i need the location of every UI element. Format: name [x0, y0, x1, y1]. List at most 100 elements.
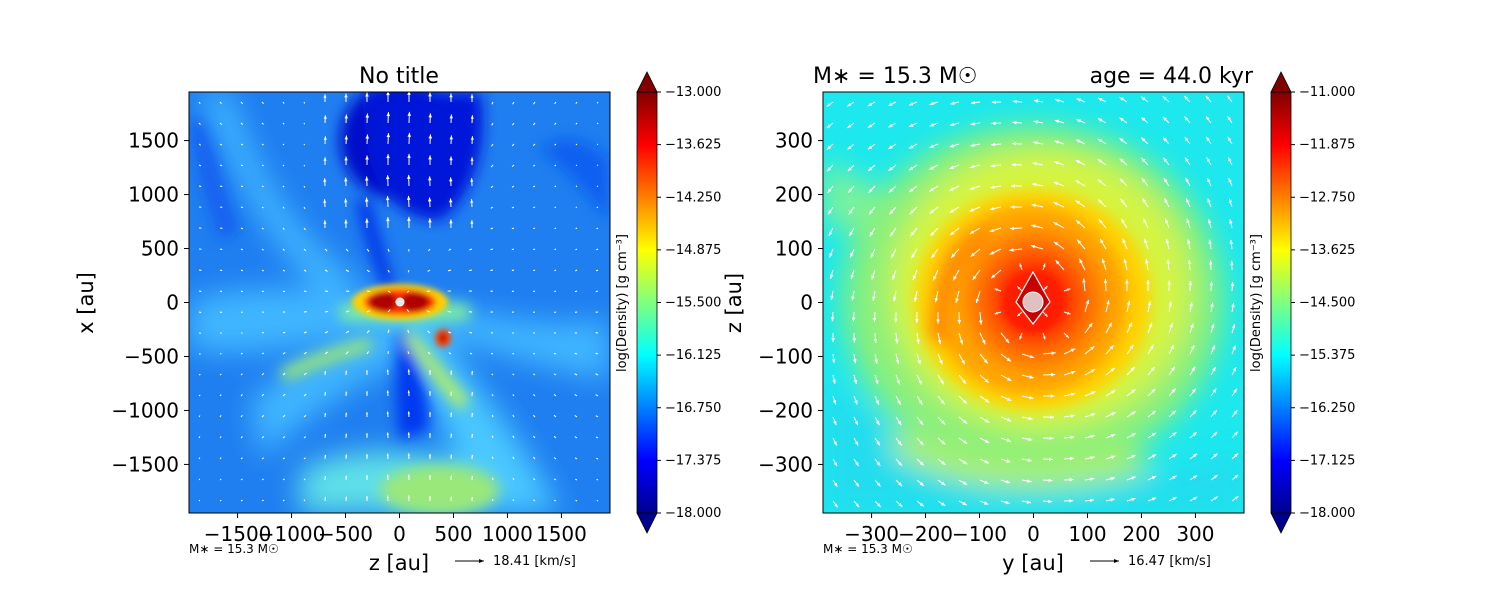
right-velocity-arrow-head — [934, 297, 939, 303]
left-velocity-arrow-head — [241, 394, 243, 396]
right-velocity-arrow-head — [1171, 410, 1177, 415]
right-velocity-arrow-head — [1090, 346, 1095, 351]
right-velocity-arrow-head — [1230, 260, 1234, 265]
right-velocity-arrow-head — [953, 276, 957, 281]
left-velocity-arrow-head — [533, 311, 535, 313]
left-velocity-arrow-head — [512, 144, 514, 147]
left-velocity-arrow-head — [304, 186, 305, 188]
left-velocity-arrow-head — [428, 218, 432, 223]
right-velocity-arrow-head — [957, 320, 962, 325]
right-velocity-arrow-head — [826, 103, 831, 107]
left-velocity-arrow-head — [407, 111, 412, 116]
left-colorbar-tick-label: −18.000 — [665, 506, 721, 521]
right-velocity-arrow-head — [874, 359, 878, 364]
right-velocity-arrow-head — [1172, 454, 1177, 458]
left-velocity-arrow-head — [241, 144, 243, 146]
right-velocity-arrow-head — [855, 503, 860, 508]
left-velocity-arrow-head — [595, 353, 597, 355]
right-velocity-arrow-head — [917, 359, 921, 365]
left-velocity-arrow-head — [533, 186, 535, 187]
left-velocity-arrow-head — [511, 227, 513, 229]
right-velocity-arrow-head — [1030, 244, 1036, 249]
right-velocity-arrow-head — [1032, 162, 1037, 166]
right-velocity-arrow-head — [1131, 433, 1136, 437]
right-velocity-arrow-head — [1089, 498, 1095, 503]
left-velocity-arrow-head — [241, 249, 243, 250]
left-velocity-arrow-head — [533, 332, 535, 334]
right-velocity-arrow-head — [851, 317, 856, 322]
left-velocity-arrow-head — [428, 249, 430, 251]
left-velocity-arrow-head — [241, 102, 243, 104]
left-velocity-arrow-head — [575, 270, 577, 271]
right-velocity-arrow-head — [1019, 336, 1023, 340]
right-velocity-arrow-head — [850, 274, 855, 280]
right-velocity-arrow-head — [848, 188, 853, 193]
left-velocity-arrow-head — [262, 478, 264, 480]
right-velocity-arrow-head — [1172, 432, 1177, 437]
left-velocity-arrow-head — [427, 270, 430, 272]
right-velocity-arrow-head — [1090, 413, 1096, 417]
left-velocity-arrow-head — [241, 291, 243, 292]
left-velocity-arrow-head — [449, 177, 453, 182]
left-velocity-arrow-head — [469, 311, 471, 313]
right-velocity-arrow-head — [1070, 414, 1075, 418]
right-velocity-arrow-head — [892, 275, 896, 280]
left-velocity-arrow-head — [491, 165, 493, 168]
left-velocity-arrow-head — [554, 353, 556, 355]
right-velocity-arrow-head — [984, 418, 990, 423]
right-velocity-arrow-head — [1042, 263, 1046, 267]
right-velocity-arrow-head — [826, 124, 831, 129]
right-velocity-arrow-head — [1109, 345, 1114, 350]
right-velocity-arrow-head — [1053, 241, 1059, 246]
right-velocity-arrow-head — [832, 379, 836, 384]
left-velocity-arrow-head — [407, 132, 412, 137]
left-velocity-arrow-head — [220, 394, 222, 396]
left-velocity-arrow-head — [344, 177, 348, 182]
left-velocity-arrow-head — [324, 412, 327, 415]
right-velocity-arrow-head — [895, 359, 900, 365]
left-velocity-arrow-head — [406, 309, 409, 312]
right-velocity-arrow-head — [940, 400, 945, 405]
left-velocity-arrow-head — [368, 270, 370, 272]
right-velocity-arrow-head — [1098, 199, 1103, 204]
left-velocity-arrow-head — [512, 332, 514, 334]
right-velocity-arrow-head — [919, 502, 924, 507]
right-velocity-arrow-head — [1110, 390, 1116, 394]
left-velocity-arrow-head — [283, 249, 285, 251]
left-velocity-arrow-head — [492, 435, 494, 437]
right-velocity-arrow-head — [959, 340, 964, 345]
left-velocity-arrow-head — [221, 227, 223, 229]
right-velocity-arrow-head — [1185, 177, 1190, 183]
right-velocity-arrow-head — [1142, 198, 1147, 203]
right-x-tick-label: 300 — [1176, 522, 1214, 546]
right-velocity-arrow-head — [1187, 239, 1191, 244]
right-velocity-arrow-head — [1119, 178, 1124, 183]
right-velocity-arrow-head — [908, 166, 914, 171]
left-velocity-arrow-head — [199, 457, 200, 459]
left-velocity-arrow-head — [512, 394, 514, 396]
left-velocity-arrow-head — [533, 165, 535, 167]
left-velocity-arrow-head — [323, 94, 327, 98]
right-velocity-arrow-head — [1230, 281, 1235, 286]
left-x-axis-label: z [au] — [369, 551, 429, 575]
right-velocity-arrow-head — [1207, 218, 1212, 224]
left-velocity-arrow-head — [365, 454, 368, 457]
right-velocity-arrow-head — [830, 295, 834, 301]
right-colorbar-tick-label: −14.500 — [1299, 296, 1355, 311]
left-velocity-arrow-head — [283, 415, 286, 417]
right-colorbar-tick-label: −13.625 — [1299, 243, 1355, 258]
right-velocity-arrow-head — [919, 420, 924, 425]
right-velocity-arrow-head — [941, 502, 946, 506]
right-velocity-arrow-head — [847, 124, 852, 128]
left-velocity-arrow-head — [241, 500, 243, 501]
right-velocity-arrow-head — [1192, 453, 1198, 458]
right-velocity-arrow-head — [1165, 239, 1170, 244]
right-velocity-arrow-head — [915, 318, 919, 324]
left-velocity-arrow-head — [450, 391, 453, 394]
left-velocity-arrow-head — [492, 499, 494, 501]
left-velocity-arrow-head — [512, 165, 514, 167]
right-velocity-arrow-head — [1098, 97, 1103, 102]
left-velocity-arrow-head — [428, 391, 432, 394]
right-velocity-arrow-head — [897, 400, 901, 405]
right-y-tick-label: 0 — [800, 291, 813, 315]
